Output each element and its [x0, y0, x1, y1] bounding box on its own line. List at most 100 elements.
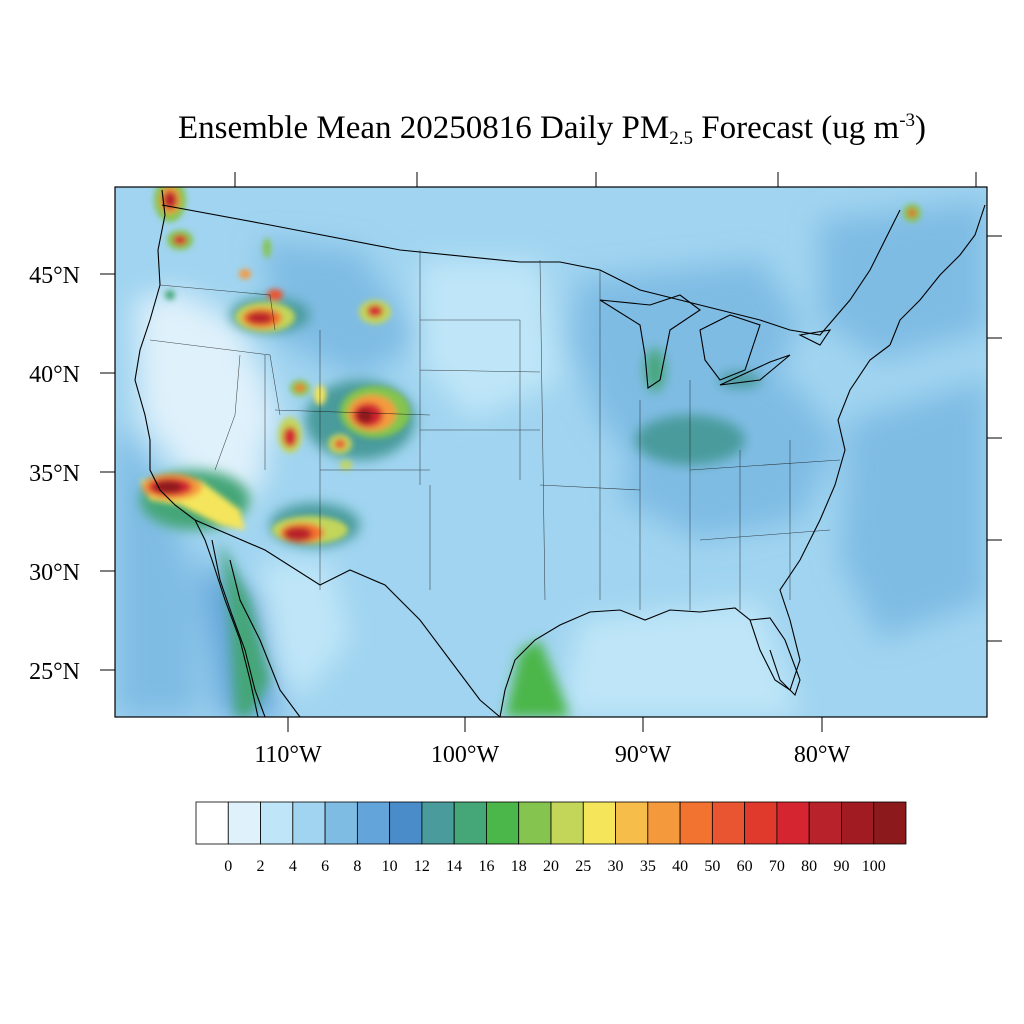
figure-title: Ensemble Mean 20250816 Daily PM2.5 Forec…	[0, 110, 1024, 150]
pacific-haze	[115, 420, 200, 717]
colorbar-label: 10	[382, 858, 398, 875]
colorbar-label: 0	[224, 858, 232, 875]
colorbar-swatch	[486, 801, 520, 845]
colorbar-swatch	[518, 801, 552, 845]
colorbar-label: 25	[575, 858, 591, 875]
canada-border	[161, 204, 901, 336]
great-lakes-outline	[599, 294, 832, 389]
colorbar-label: 100	[862, 858, 886, 875]
colorbar-label: 50	[704, 858, 720, 875]
lon-label-110w: 110°W	[254, 742, 322, 768]
plume-central-oregon	[235, 289, 295, 332]
lat-label-30: 30°N	[29, 560, 80, 586]
colorbar-swatch	[260, 801, 294, 845]
colorbar-label: 30	[608, 858, 624, 875]
colorbar-swatch	[841, 801, 875, 845]
lake-erie-haze	[718, 372, 762, 388]
colorbar-label: 14	[446, 858, 462, 875]
lake-michigan-haze	[645, 348, 665, 392]
colorbar-swatch	[292, 801, 326, 845]
colorbar-swatch	[550, 801, 584, 845]
colorbar-swatch	[647, 801, 681, 845]
colorbar-swatch	[453, 801, 487, 845]
lat-label-45: 45°N	[29, 263, 80, 289]
colorbar-swatch	[421, 801, 455, 845]
title-close: )	[915, 110, 927, 146]
colorbar-swatch	[389, 801, 423, 845]
plume-central-arizona	[272, 516, 348, 544]
latitude-labels: 45°N 40°N 35°N 30°N 25°N	[29, 263, 80, 685]
colorbar-swatch	[582, 801, 616, 845]
colorbar-label: 90	[833, 858, 849, 875]
colorbar-label: 16	[478, 858, 494, 875]
atlantic-haze	[840, 380, 987, 640]
colorbar-swatch	[195, 801, 229, 845]
great-basin-clean-air	[180, 350, 280, 470]
colorbar-label: 60	[737, 858, 753, 875]
left-ticks	[100, 273, 115, 671]
baja-coastline	[211, 539, 301, 717]
colorbar-label: 4	[289, 858, 297, 875]
colorbar-swatch	[615, 801, 649, 845]
plume-northern-washington	[154, 187, 186, 222]
top-ticks	[234, 172, 977, 187]
texas-coast-plume	[505, 640, 570, 717]
lat-label-35: 35°N	[29, 461, 80, 487]
colorbar-swatch	[873, 801, 907, 845]
florida-outline	[749, 617, 801, 697]
colorbar-label: 80	[801, 858, 817, 875]
plume-central-idaho	[359, 300, 391, 324]
plume-western-washington	[167, 230, 193, 250]
gulf-coastline	[499, 344, 891, 717]
plume-northern-wyoming	[328, 434, 352, 454]
colorbar-label: 20	[543, 858, 559, 875]
plume-southern-california	[140, 474, 245, 530]
gulf-clear-air	[560, 600, 800, 717]
mexico-border	[194, 519, 501, 717]
colorbar-label: 12	[414, 858, 430, 875]
colorbar-label: 40	[672, 858, 688, 875]
lon-label-90w: 90°W	[615, 742, 672, 768]
southwest-clear-air	[260, 560, 350, 700]
central-plains-mid	[420, 260, 560, 420]
colorbar-label: 8	[353, 858, 361, 875]
colorbar-label: 18	[511, 858, 527, 875]
colorbar-swatch	[356, 801, 391, 845]
baja-coast-plume	[220, 540, 270, 717]
low-concentration-regions	[115, 200, 987, 717]
title-main: Ensemble Mean 20250816 Daily PM	[177, 110, 670, 146]
plume-nova-scotia	[903, 204, 921, 222]
colorbar-label: 2	[257, 858, 265, 875]
colorbar-label: 6	[321, 858, 329, 875]
lon-label-100w: 100°W	[431, 742, 500, 768]
title-superscript: -3	[899, 110, 916, 131]
longitude-labels: 110°W 100°W 90°W 80°W	[254, 742, 850, 768]
lat-label-25: 25°N	[29, 659, 80, 685]
title-subscript: 2.5	[669, 128, 693, 149]
northeast-haze	[820, 200, 987, 360]
bottom-ticks	[287, 717, 823, 732]
plume-southern-colorado	[340, 386, 410, 438]
colorbar-swatch	[324, 801, 358, 845]
state-borders	[149, 250, 841, 610]
colorbar-swatch	[808, 801, 842, 845]
northern-rockies-mid	[260, 240, 420, 380]
colorbar: 0 2 4 6 8 10 12 14 16 18 20 25 30 35 40 50 60 70 80 90 100	[195, 801, 907, 875]
title-units: Forecast (ug m	[693, 110, 900, 146]
northeast-coastline	[889, 204, 986, 346]
map-frame	[114, 186, 988, 718]
colorbar-label: 35	[640, 858, 656, 875]
colorbar-swatch	[776, 801, 810, 845]
fire-plumes	[140, 187, 921, 544]
right-ticks	[987, 235, 1002, 642]
colorbar-label: 70	[769, 858, 785, 875]
plume-southern-utah	[278, 417, 302, 453]
plume-central-colorado	[165, 238, 352, 470]
lat-label-40: 40°N	[29, 362, 80, 388]
lon-label-80w: 80°W	[794, 742, 851, 768]
concentration-field	[115, 187, 987, 717]
colorbar-swatch	[227, 801, 261, 845]
colorbar-swatch	[711, 801, 746, 845]
